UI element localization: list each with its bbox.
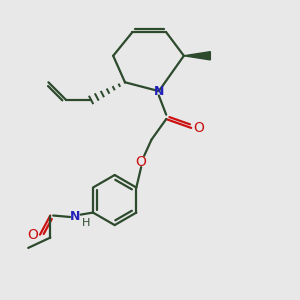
Text: H: H [81, 218, 90, 228]
Text: N: N [154, 85, 164, 98]
Polygon shape [184, 52, 210, 60]
Text: O: O [27, 228, 38, 242]
Text: N: N [70, 211, 80, 224]
Text: O: O [193, 121, 204, 135]
Text: O: O [136, 155, 147, 169]
